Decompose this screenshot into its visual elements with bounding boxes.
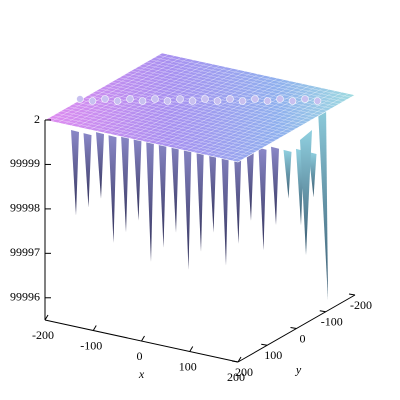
x-tick	[44, 314, 49, 321]
axes: 2 99999 99998 99997 99996 -200 -100 0 100 200 -200…	[10, 112, 372, 384]
spike-rim	[313, 97, 322, 105]
z-tick-label: 99998	[10, 201, 40, 215]
spike	[246, 144, 254, 221]
surface-grid	[231, 93, 349, 161]
x-tick	[92, 325, 97, 331]
spike	[208, 143, 217, 233]
y-tick	[348, 293, 356, 296]
spike	[146, 136, 154, 262]
spike	[196, 140, 204, 252]
spike	[271, 146, 279, 225]
spike	[96, 132, 104, 199]
spike	[121, 134, 129, 233]
x-tick	[237, 356, 242, 363]
spike-rim	[226, 95, 234, 103]
x-axis-label: x	[138, 367, 145, 381]
y-tick	[319, 310, 326, 313]
x-tick-label: 200	[227, 370, 245, 384]
spike	[258, 147, 267, 251]
spike-rim	[301, 95, 309, 103]
spike	[233, 145, 242, 244]
spike	[171, 138, 179, 233]
y-axis-label: y	[295, 362, 302, 376]
surface-grid	[48, 117, 242, 161]
y-tick	[290, 327, 297, 329]
surface	[44, 52, 356, 163]
spike-rim	[151, 95, 159, 103]
spike	[318, 100, 328, 300]
surface-spikes	[71, 100, 328, 300]
y-tick	[261, 343, 268, 346]
spike-rim	[76, 95, 84, 103]
spike-rim	[88, 97, 97, 105]
spike-rim	[138, 97, 147, 105]
spike-rim	[288, 97, 297, 105]
spike	[221, 142, 229, 266]
spike-rim	[238, 97, 247, 105]
x-tick-label: -100	[80, 338, 102, 352]
surface-grid	[56, 113, 250, 156]
y-tick	[231, 360, 239, 363]
spike	[83, 133, 92, 208]
z-tick-label: 99996	[10, 290, 40, 304]
y-tick-label: -200	[350, 298, 372, 312]
spike	[183, 141, 192, 270]
y-tick-label: -100	[321, 315, 343, 329]
spike-rim	[176, 95, 184, 103]
y-tick-label: 200	[235, 365, 253, 379]
spike-rim	[163, 97, 172, 105]
spike	[71, 130, 79, 216]
surface-grid	[225, 91, 343, 160]
spike-rim	[126, 95, 134, 103]
z-tick-label: 99999	[10, 156, 40, 170]
spike-rim	[276, 95, 284, 103]
x-tick-label: 100	[179, 359, 197, 373]
x-tick	[141, 335, 145, 342]
spike	[283, 149, 292, 199]
y-tick-label: 100	[264, 348, 282, 362]
surface-grid	[212, 89, 330, 157]
spike	[133, 137, 142, 221]
spike-rim	[213, 97, 222, 105]
z-tick-label: 99997	[10, 245, 40, 259]
spike	[300, 130, 312, 255]
spike	[108, 135, 117, 243]
x-tick-label: 0	[137, 349, 143, 363]
x-tick-label: -200	[32, 328, 54, 342]
spike-rim	[188, 97, 197, 105]
spike-rim	[101, 95, 109, 103]
surface-grid	[52, 115, 246, 158]
x-tick	[189, 346, 194, 352]
z-tick-label: 2	[34, 112, 40, 126]
spike-rim	[113, 97, 122, 105]
spike-rim	[251, 95, 259, 103]
surface-grid	[64, 108, 258, 152]
spike	[308, 152, 317, 198]
surface-grid	[60, 110, 254, 154]
spike	[158, 139, 167, 248]
spike-rim	[263, 97, 272, 105]
y-tick-label: 0	[300, 331, 306, 345]
spike-rim	[201, 95, 209, 103]
